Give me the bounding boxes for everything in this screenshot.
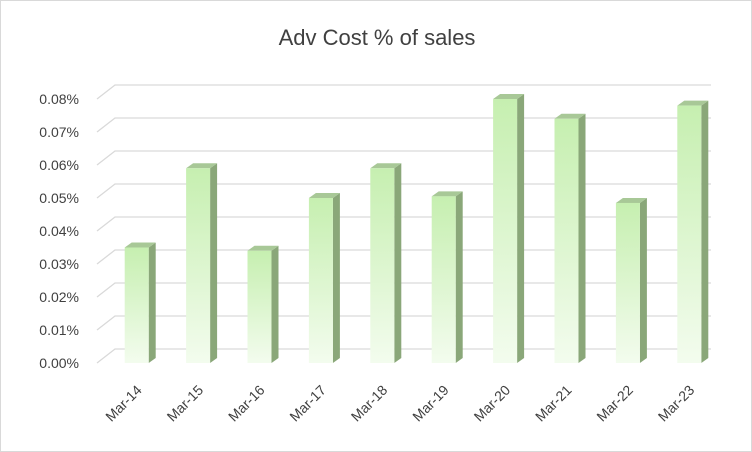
y-tick-label: 0.04% — [39, 223, 79, 239]
bar — [554, 113, 586, 363]
x-tick-label: Mar-18 — [348, 382, 391, 425]
bar — [308, 193, 340, 363]
bar — [124, 242, 156, 363]
gridline — [96, 84, 711, 100]
bar — [186, 163, 218, 363]
y-tick-label: 0.01% — [39, 322, 79, 338]
grid-layer — [96, 84, 711, 364]
x-tick-label: Mar-15 — [164, 382, 207, 425]
bar — [247, 245, 279, 363]
y-tick-label: 0.02% — [39, 289, 79, 305]
x-tick-label: Mar-20 — [471, 382, 514, 425]
x-axis-tick-labels: Mar-14 Mar-15 Mar-16 Mar-17 Mar-18 Mar-19 Mar-… — [102, 382, 697, 425]
x-tick-label: Mar-23 — [655, 382, 698, 425]
bar — [615, 197, 647, 363]
x-tick-label: Mar-21 — [532, 382, 575, 425]
bar — [493, 94, 525, 363]
y-tick-label: 0.00% — [39, 355, 79, 371]
x-tick-label: Mar-17 — [286, 382, 329, 425]
x-tick-label: Mar-14 — [102, 382, 145, 425]
y-axis-tick-labels: 0.00% 0.01% 0.02% 0.03% 0.04% 0.05% 0.06% 0.07%… — [39, 91, 79, 371]
x-tick-label: Mar-22 — [593, 382, 636, 425]
y-tick-label: 0.08% — [39, 91, 79, 107]
bar — [370, 163, 402, 363]
bar — [677, 100, 709, 363]
x-tick-label: Mar-16 — [225, 382, 268, 425]
x-tick-label: Mar-19 — [409, 382, 452, 425]
gridline — [96, 150, 711, 166]
gridline — [96, 117, 711, 133]
bar — [431, 191, 463, 363]
y-tick-label: 0.06% — [39, 157, 79, 173]
y-tick-label: 0.03% — [39, 256, 79, 272]
y-tick-label: 0.05% — [39, 190, 79, 206]
bar-layer — [124, 94, 709, 363]
chart-title: Adv Cost % of sales — [279, 25, 476, 50]
y-tick-label: 0.07% — [39, 124, 79, 140]
